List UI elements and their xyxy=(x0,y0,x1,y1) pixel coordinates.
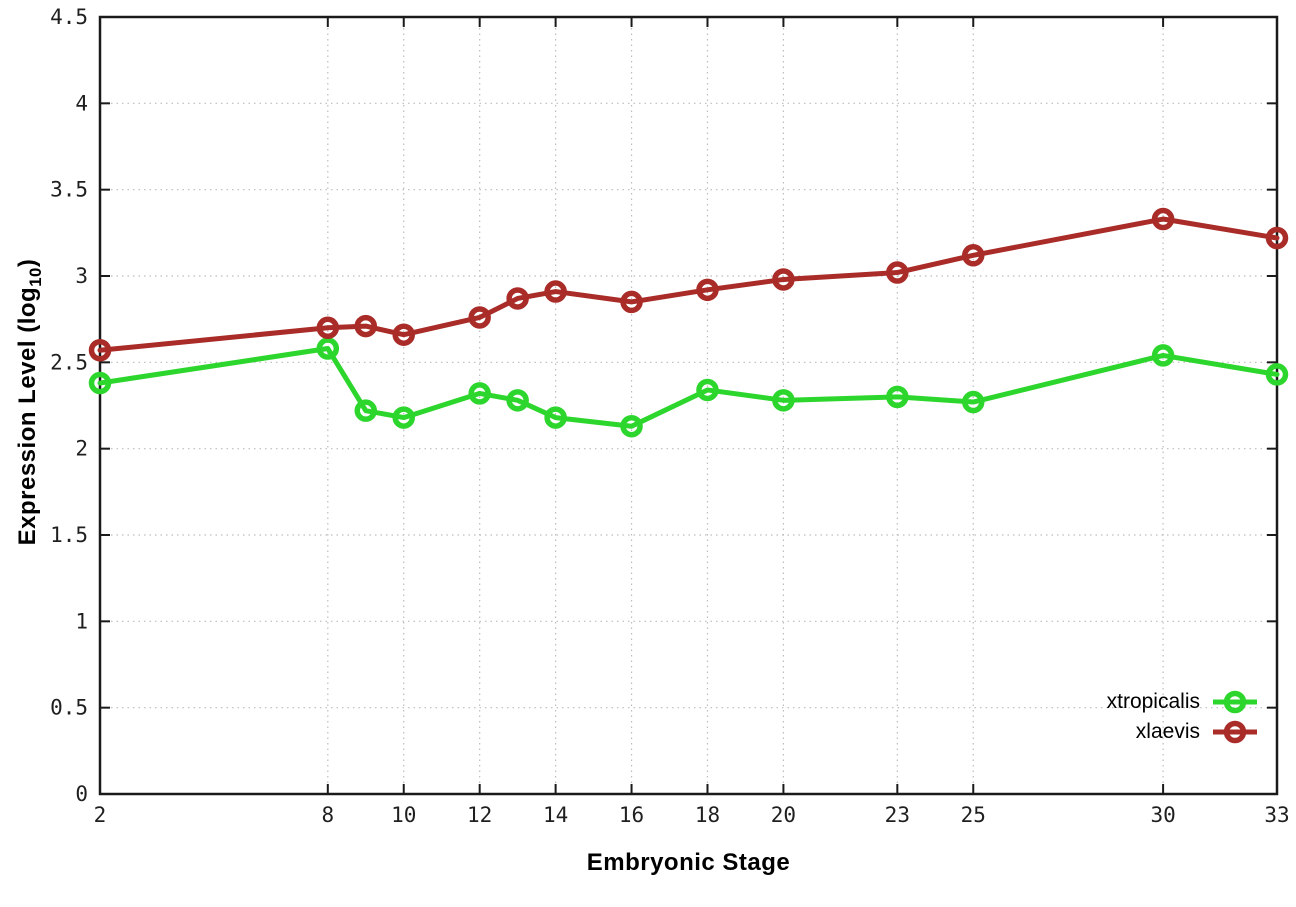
x-tick-label: 20 xyxy=(771,803,796,827)
legend: xtropicalis xlaevis xyxy=(1107,687,1258,747)
data-point-xlaevis xyxy=(696,278,719,302)
legend-item-xtropicalis: xtropicalis xyxy=(1107,687,1258,717)
data-point-xtropicalis xyxy=(1151,344,1175,367)
data-point-xlaevis xyxy=(392,323,415,346)
data-point-xlaevis xyxy=(1151,207,1175,231)
data-point-xtropicalis xyxy=(468,382,491,405)
y-tick-label: 4 xyxy=(75,91,88,115)
y-tick-label: 3 xyxy=(75,264,88,288)
data-point-xlaevis xyxy=(772,268,795,291)
y-tick-label: 2.5 xyxy=(50,350,88,374)
x-tick-label: 23 xyxy=(885,803,910,827)
y-tick-label: 1.5 xyxy=(50,523,88,547)
data-point-xtropicalis xyxy=(620,414,643,438)
legend-label-xtropicalis: xtropicalis xyxy=(1106,690,1200,713)
legend-line-marker-icon xyxy=(1213,690,1257,714)
y-axis-title-text: Expression Level (log xyxy=(14,286,42,546)
data-point-xtropicalis xyxy=(962,390,985,414)
data-point-xtropicalis xyxy=(1265,363,1289,386)
x-tick-label: 18 xyxy=(695,803,720,827)
y-tick-label: 1 xyxy=(75,609,88,633)
x-tick-label: 14 xyxy=(543,803,568,827)
y-axis-title-suffix: ) xyxy=(14,258,42,268)
data-point-xtropicalis xyxy=(88,371,112,395)
x-tick-label: 33 xyxy=(1264,803,1289,827)
data-point-xtropicalis xyxy=(696,378,719,402)
series-line-xlaevis xyxy=(97,216,1280,353)
x-tick-label: 16 xyxy=(619,803,644,827)
x-tick-label: 30 xyxy=(1150,803,1175,827)
y-tick-label: 0.5 xyxy=(50,696,88,720)
data-point-xtropicalis xyxy=(392,406,415,429)
data-point-xtropicalis xyxy=(506,389,529,412)
legend-label-xlaevis: xlaevis xyxy=(1135,720,1200,743)
data-point-xtropicalis xyxy=(544,406,567,429)
legend-line-marker-icon xyxy=(1213,720,1257,744)
y-tick-label: 3.5 xyxy=(50,178,88,202)
y-tick-label: 2 xyxy=(75,437,88,461)
y-axis-title-subscript: 10 xyxy=(25,267,45,287)
x-tick-label: 12 xyxy=(467,803,492,827)
y-tick-label: 0 xyxy=(75,782,88,806)
x-tick-label: 10 xyxy=(391,803,416,827)
legend-item-xlaevis: xlaevis xyxy=(1107,717,1258,747)
data-point-xlaevis xyxy=(620,290,643,314)
x-tick-label: 8 xyxy=(321,803,334,827)
data-point-xlaevis xyxy=(544,280,567,303)
plot-border xyxy=(98,15,1279,796)
data-point-xlaevis xyxy=(1265,226,1289,250)
y-axis-title: Expression Level (log10) xyxy=(14,259,46,546)
series-line-xtropicalis xyxy=(97,346,1280,429)
data-point-xlaevis xyxy=(316,316,340,340)
data-point-xlaevis xyxy=(506,287,529,310)
data-point-xlaevis xyxy=(354,314,378,338)
x-axis-title: Embryonic Stage xyxy=(586,849,791,876)
data-point-xtropicalis xyxy=(316,337,340,360)
data-point-xtropicalis xyxy=(772,389,795,412)
data-point-xlaevis xyxy=(468,306,491,329)
x-tick-label: 25 xyxy=(961,803,986,827)
data-point-xtropicalis xyxy=(886,385,909,409)
x-tick-label: 2 xyxy=(94,803,107,827)
data-point-xlaevis xyxy=(962,244,985,267)
data-point-xtropicalis xyxy=(354,399,378,422)
data-point-xlaevis xyxy=(886,261,909,284)
y-tick-label: 4.5 xyxy=(50,5,88,29)
data-point-xlaevis xyxy=(88,338,112,362)
